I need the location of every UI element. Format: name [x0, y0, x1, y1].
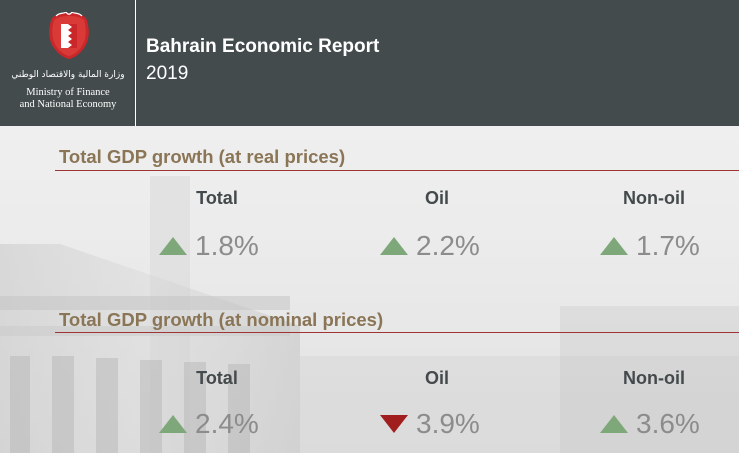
section-title-real-prices: Total GDP growth (at real prices)	[59, 146, 346, 167]
ministry-name-english: Ministry of Finance and National Economy	[19, 87, 117, 110]
ministry-name-arabic: وزارة المالية والاقتصاد الوطني	[11, 70, 125, 80]
triangle-up-icon	[600, 237, 628, 255]
stat-real-oil: 2.2%	[380, 230, 480, 262]
column-label-total: Total	[196, 188, 238, 208]
stat-value: 2.4%	[195, 408, 259, 439]
report-year: 2019	[146, 63, 189, 84]
stat-value: 1.7%	[636, 230, 700, 261]
bahrain-emblem-icon	[49, 12, 89, 59]
stat-nominal-oil: 3.9%	[380, 408, 480, 440]
stat-real-non-oil: 1.7%	[600, 230, 700, 262]
column-label-non-oil: Non-oil	[623, 188, 685, 208]
section-divider	[55, 332, 739, 333]
column-label-total: Total	[196, 368, 238, 388]
stat-value: 3.6%	[636, 408, 700, 439]
triangle-up-icon	[380, 237, 408, 255]
column-label-non-oil: Non-oil	[623, 368, 685, 388]
triangle-down-icon	[380, 415, 408, 433]
header-banner: وزارة المالية والاقتصاد الوطني Ministry …	[0, 0, 739, 126]
stat-nominal-non-oil: 3.6%	[600, 408, 700, 440]
background-building-image	[0, 176, 739, 453]
stat-value: 1.8%	[195, 230, 259, 261]
section-title-nominal-prices: Total GDP growth (at nominal prices)	[59, 309, 384, 330]
triangle-up-icon	[159, 237, 187, 255]
ministry-logo: وزارة المالية والاقتصاد الوطني Ministry …	[0, 0, 136, 126]
triangle-up-icon	[159, 415, 187, 433]
report-title: Bahrain Economic Report	[146, 36, 380, 57]
stat-value: 3.9%	[416, 408, 480, 439]
stat-real-total: 1.8%	[159, 230, 259, 262]
stat-value: 2.2%	[416, 230, 480, 261]
triangle-up-icon	[600, 415, 628, 433]
column-label-oil: Oil	[424, 368, 449, 388]
stat-nominal-total: 2.4%	[159, 408, 259, 440]
section-divider	[55, 170, 739, 171]
column-label-oil: Oil	[424, 188, 449, 208]
